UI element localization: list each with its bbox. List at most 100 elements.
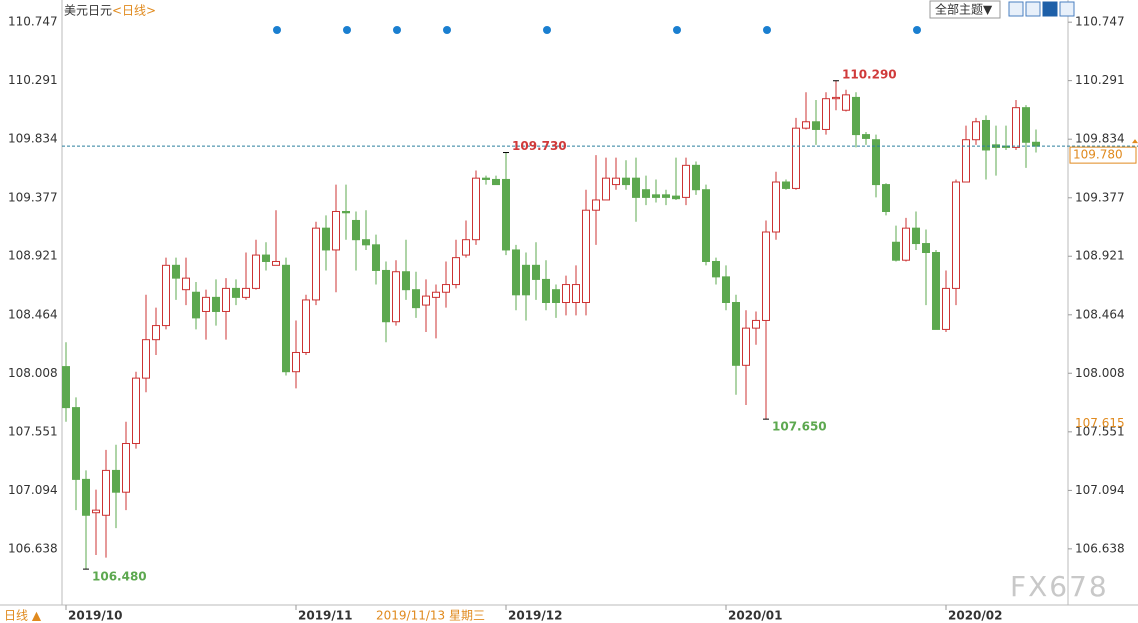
candle-body [842,94,850,111]
theme-button-box[interactable] [929,0,1001,19]
candle-body [82,478,90,516]
y-tick-label-right: 109.377 [1075,190,1125,204]
candle-body [382,269,390,323]
y-tick-label: 107.094 [8,483,58,497]
candle-body [682,164,690,198]
candle-body [962,139,970,183]
event-dot[interactable] [913,26,921,34]
candle-body [642,189,650,198]
candle-body [852,96,860,136]
candle-body [952,181,960,289]
y-tick-label: 110.747 [8,15,58,29]
event-dot[interactable] [343,26,351,34]
candle-body [882,184,890,212]
extreme-label: 110.290 [842,67,897,81]
candle-body [732,302,740,366]
x-tick-label: 2020/02 [948,609,1002,623]
candle-body [472,177,480,241]
y-tick-label-right: 110.291 [1075,73,1125,87]
y-tick-label: 108.464 [8,307,58,321]
candle-body [352,219,360,241]
candle-body [142,339,150,379]
candle-body [622,177,630,186]
event-dot[interactable] [443,26,451,34]
tool-info[interactable] [1042,1,1058,17]
candle-body [982,119,990,151]
candle-body [262,254,270,262]
extreme-label: 107.650 [772,420,827,434]
candle-body [612,177,620,186]
last-price-arrow [1132,139,1138,144]
candle-body [912,227,920,245]
candle-body [402,271,410,291]
y-tick-label-right: 108.464 [1075,307,1125,321]
candle-body [872,139,880,186]
candle-body [362,239,370,246]
candle-body [942,287,950,330]
extreme-label: 109.730 [512,139,567,153]
candle-body [102,469,110,516]
candle-body [812,121,820,130]
candle-body [392,271,400,323]
candle-body [252,254,260,289]
event-dot[interactable] [543,26,551,34]
candle-body [182,277,190,291]
tool-crosshair[interactable] [1008,1,1024,17]
candle-body [722,276,730,304]
theme-button[interactable]: 全部主题▼ [935,2,993,17]
candle-body [752,319,760,329]
event-dot[interactable] [763,26,771,34]
candle-body [162,264,170,327]
y-tick-label: 108.008 [8,366,58,380]
chart-title: 美元日元 [64,4,112,18]
x-tick-label: 2019/11 [298,609,352,623]
candle-body [832,96,840,100]
candle-body [532,264,540,280]
event-dot[interactable] [273,26,281,34]
candle-body [702,189,710,262]
candle-body [62,366,70,409]
candle-body [712,260,720,278]
candle-body [272,260,280,266]
candle-body [432,291,440,298]
x-tick-label: 2019/10 [68,609,122,623]
y-tick-label-right: 107.094 [1075,483,1125,497]
candle-body [302,299,310,353]
candle-body [232,287,240,298]
candle-body [562,284,570,303]
candle-body [792,127,800,189]
candle-body [322,227,330,251]
candle-body [1012,107,1020,148]
candle-body [772,181,780,233]
y-tick-label: 107.551 [8,424,58,438]
y-tick-label-right: 107.551 [1075,424,1125,438]
candle-body [672,195,680,200]
y-tick-label-right: 106.638 [1075,541,1125,555]
candle-body [412,289,420,309]
candle-body [922,243,930,254]
candle-body [902,227,910,261]
y-tick-label: 109.834 [8,132,58,146]
candle-body [342,210,350,214]
candle-body [462,239,470,256]
candle-body [92,509,100,514]
candle-body [892,241,900,261]
candle-body [192,291,200,319]
candle-body [222,287,230,312]
candle-body [112,469,120,493]
period-button[interactable]: 日线 ▲ [4,609,42,623]
toolbar [1008,1,1075,17]
tool-fullscreen[interactable] [1059,1,1075,17]
candle-body [972,121,980,141]
event-dot[interactable] [393,26,401,34]
x-tick-label: 2020/01 [728,609,782,623]
candle-body [652,194,660,198]
tool-zoom[interactable] [1025,1,1041,17]
event-dot[interactable] [673,26,681,34]
period-label: <日线> [112,4,156,18]
candle-body [522,264,530,296]
last-price-box [1069,146,1137,164]
candle-body [582,209,590,303]
y-tick-label-right: 110.747 [1075,15,1125,29]
y-tick-label: 108.921 [8,249,58,263]
